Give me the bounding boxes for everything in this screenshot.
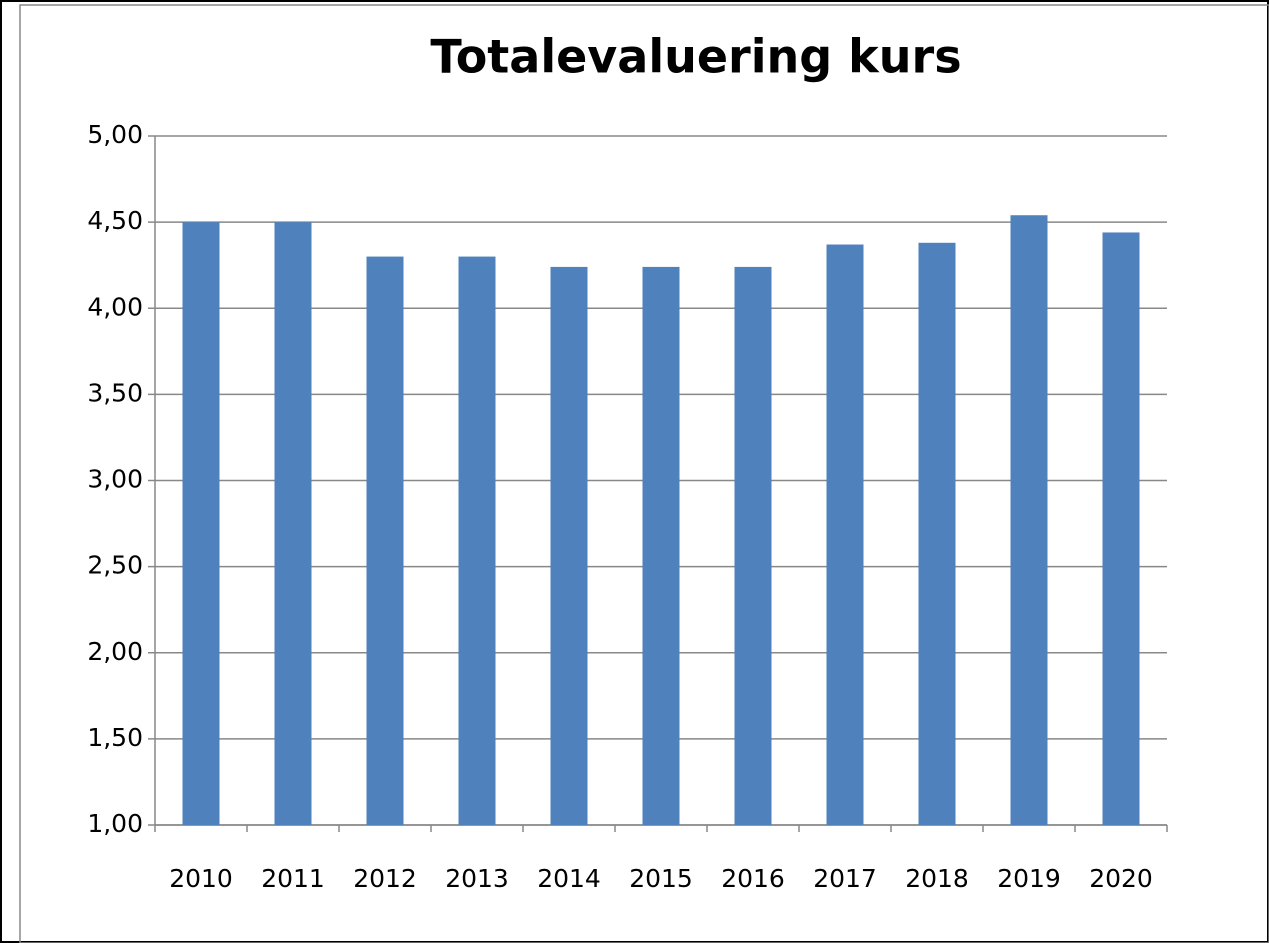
y-tick-label: 4,50 [87, 206, 143, 235]
chart-title: Totalevaluering kurs [430, 30, 961, 84]
y-tick-label: 3,00 [87, 465, 143, 494]
x-tick-label: 2013 [445, 864, 509, 893]
bar [918, 242, 956, 826]
x-tick-label: 2011 [261, 864, 325, 893]
x-tick-label: 2018 [905, 864, 969, 893]
bar [366, 256, 404, 825]
x-tick-label: 2012 [353, 864, 417, 893]
y-tick-label: 4,00 [87, 292, 143, 321]
bar [1102, 232, 1140, 825]
y-tick-label: 2,50 [87, 551, 143, 580]
y-tick-label: 2,00 [87, 637, 143, 666]
bar [182, 222, 220, 825]
x-tick-label: 2010 [169, 864, 233, 893]
x-tick-label: 2015 [629, 864, 693, 893]
x-tick-label: 2019 [997, 864, 1061, 893]
bar [550, 266, 588, 825]
bar [826, 244, 864, 825]
x-tick-label: 2014 [537, 864, 601, 893]
y-tick-label: 1,50 [87, 723, 143, 752]
bar [1010, 215, 1048, 826]
bar [734, 266, 772, 825]
bar [274, 222, 312, 825]
x-tick-label: 2016 [721, 864, 785, 893]
x-tick-label: 2017 [813, 864, 877, 893]
y-tick-label: 3,50 [87, 378, 143, 407]
y-tick-label: 1,00 [87, 809, 143, 838]
x-tick-label: 2020 [1089, 864, 1153, 893]
bar [642, 266, 680, 825]
bar [458, 256, 496, 825]
chart-frame [19, 4, 1269, 943]
y-tick-label: 5,00 [87, 120, 143, 149]
